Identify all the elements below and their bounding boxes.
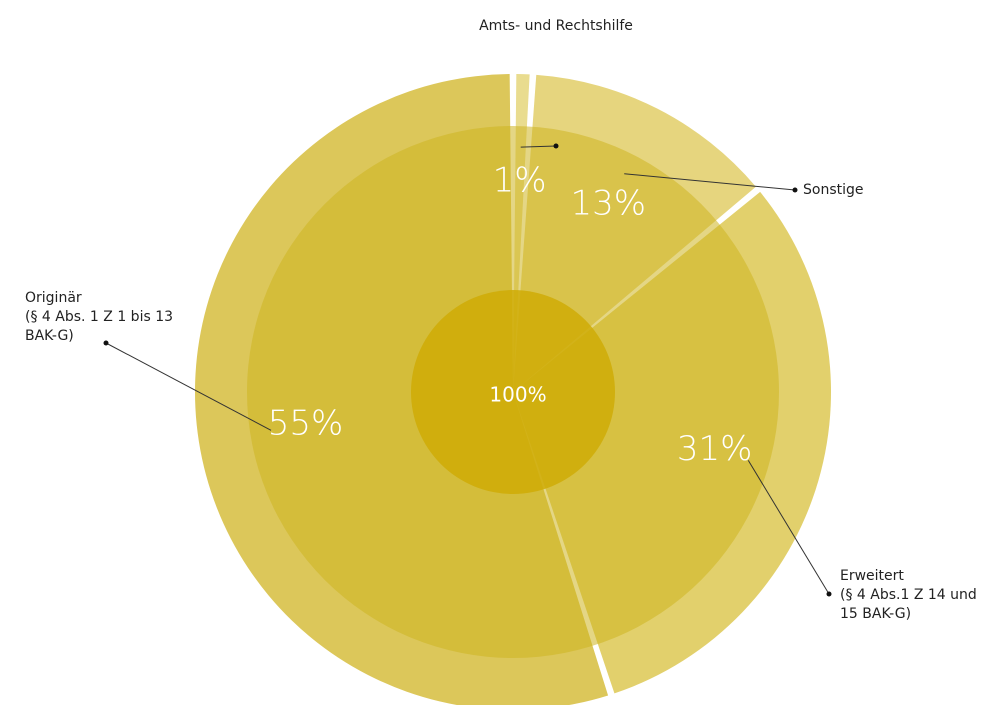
leader-dot [792, 187, 798, 193]
slice-label: Sonstige [803, 182, 864, 198]
slice-label: 15 BAK-G) [840, 606, 911, 622]
leader-dot [553, 143, 559, 149]
slice-label: Amts- und Rechtshilfe [479, 18, 633, 34]
value-label: 1% [493, 161, 547, 201]
labels: 1% Amts- und Rechtshilfe 13% Sonstige 31% Erw… [25, 18, 977, 622]
leader-line [624, 173, 796, 191]
slice-label: (§ 4 Abs. 1 Z 1 bis 13 [25, 309, 173, 325]
center-label: 100% [489, 383, 546, 407]
center-disc [411, 290, 615, 494]
leader-line [520, 145, 557, 148]
slice-label: BAK-G) [25, 328, 74, 344]
leader-dot [826, 591, 832, 597]
value-label: 31% [677, 429, 753, 469]
value-label: 55% [268, 403, 344, 443]
value-label: 13% [571, 183, 647, 223]
leader-line [105, 342, 272, 431]
slice-label: Originär [25, 290, 82, 306]
leader-dot [103, 340, 109, 346]
leader-line [747, 460, 830, 595]
slice-label: Erweitert [840, 568, 904, 584]
slice-label: (§ 4 Abs.1 Z 14 und [840, 587, 977, 603]
